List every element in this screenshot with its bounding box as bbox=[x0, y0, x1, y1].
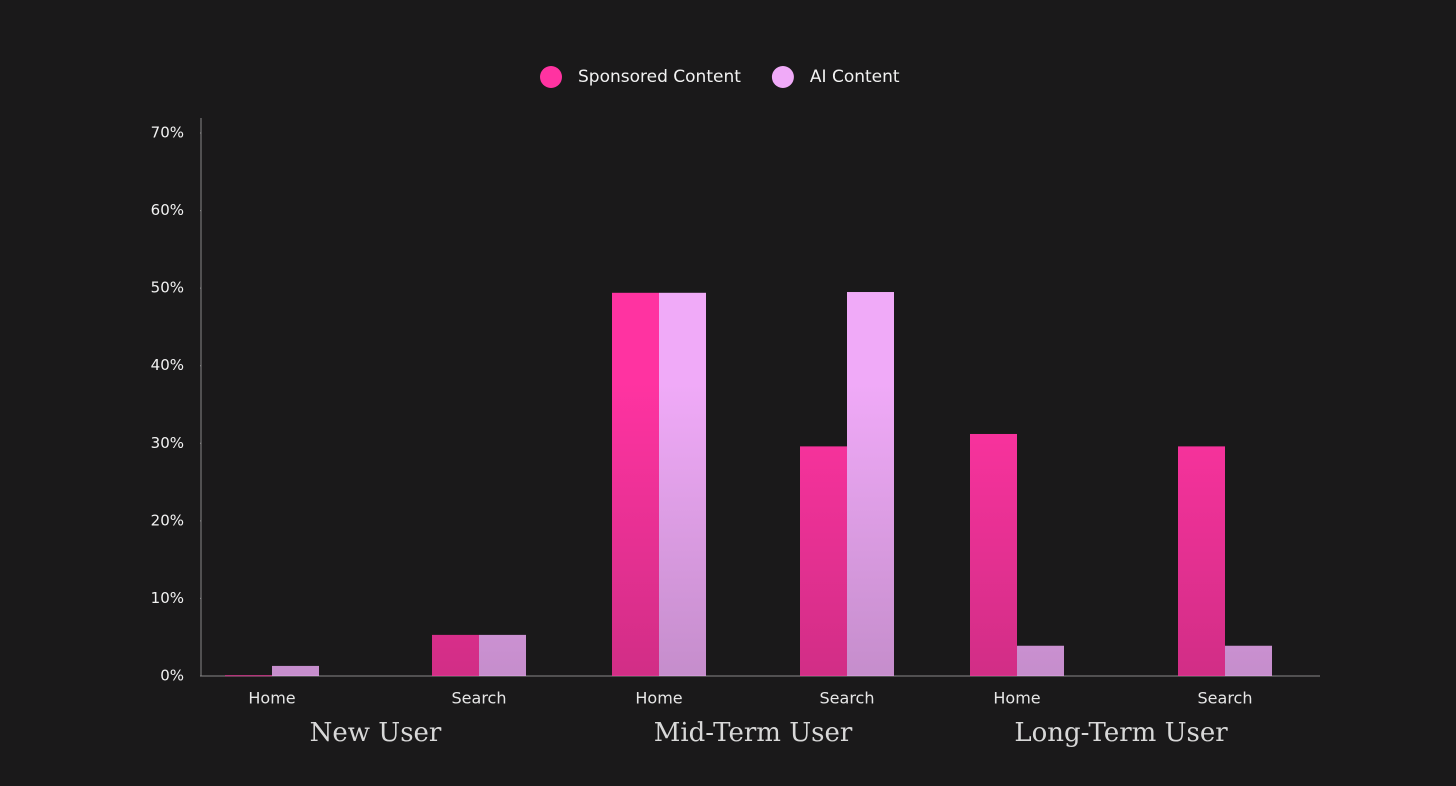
legend-label: Sponsored Content bbox=[578, 67, 741, 87]
x-tick-label: Home bbox=[248, 689, 295, 708]
bar bbox=[225, 675, 272, 677]
bar bbox=[659, 292, 706, 676]
bar bbox=[612, 292, 659, 676]
group-label: Mid-Term User bbox=[654, 718, 853, 748]
legend-swatch bbox=[771, 66, 794, 88]
bar bbox=[847, 292, 894, 676]
bar bbox=[970, 433, 1017, 676]
y-tick-label: 0% bbox=[160, 667, 184, 685]
y-tick-label: 30% bbox=[151, 434, 184, 452]
x-tick-label: Search bbox=[820, 689, 875, 708]
y-tick-label: 40% bbox=[151, 356, 184, 374]
bar bbox=[479, 634, 526, 676]
legend-swatch bbox=[540, 66, 562, 88]
x-tick-label: Home bbox=[635, 689, 682, 708]
x-tick-label: Home bbox=[993, 689, 1040, 708]
x-tick-label: Search bbox=[1198, 689, 1253, 708]
y-tick-label: 50% bbox=[151, 279, 184, 297]
bar bbox=[1178, 446, 1225, 676]
y-tick-label: 20% bbox=[151, 511, 184, 529]
y-tick-label: 70% bbox=[151, 124, 184, 142]
legend-label: AI Content bbox=[810, 67, 900, 87]
x-tick-label: Search bbox=[452, 689, 507, 708]
group-label: New User bbox=[310, 718, 442, 748]
y-tick-label: 10% bbox=[151, 589, 184, 607]
group-label: Long-Term User bbox=[1014, 718, 1228, 748]
bar bbox=[1225, 645, 1272, 676]
bar bbox=[1017, 645, 1064, 676]
y-tick-label: 60% bbox=[151, 201, 184, 219]
bar bbox=[432, 634, 479, 676]
bar bbox=[800, 446, 847, 676]
bar bbox=[272, 665, 319, 676]
